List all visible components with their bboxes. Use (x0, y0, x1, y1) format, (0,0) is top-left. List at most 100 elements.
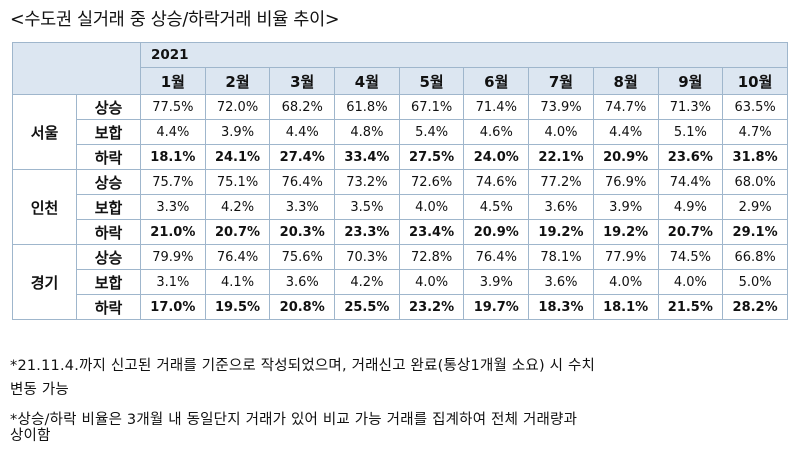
value-cell: 63.5% (722, 94, 788, 120)
region-label: 인천 (12, 169, 77, 245)
value-cell: 77.2% (528, 169, 594, 195)
value-cell: 20.7% (657, 219, 724, 245)
value-cell: 72.0% (204, 94, 271, 120)
value-cell: 61.8% (334, 94, 400, 120)
value-cell: 71.4% (463, 94, 530, 120)
value-cell: 75.7% (140, 169, 206, 195)
month-header-10: 10월 (722, 67, 788, 95)
value-cell: 3.9% (204, 119, 271, 145)
month-header-row: 1월 2월 3월 4월 5월 6월 7월 8월 9월 10월 (13, 67, 788, 95)
value-cell: 4.0% (528, 119, 594, 145)
value-cell: 5.4% (398, 119, 465, 145)
row-type-label: 보합 (76, 269, 141, 295)
value-cell: 19.5% (204, 294, 271, 320)
value-cell: 4.0% (398, 269, 465, 295)
value-cell: 76.4% (204, 244, 271, 270)
ratio-table: 2021 1월 2월 3월 4월 5월 6월 7월 8월 9월 10월 서울 상승 77.5% 72.0… (12, 42, 788, 320)
value-cell: 27.4% (269, 144, 336, 170)
value-cell: 74.7% (592, 94, 659, 120)
value-cell: 75.1% (204, 169, 271, 195)
row-type-label: 상승 (76, 169, 141, 195)
row-type-label: 하락 (76, 144, 141, 170)
table-row: 보합 4.4% 3.9% 4.4% 4.8% 5.4% 4.6% 4.0% 4.4% 5.1% 4.… (13, 119, 788, 145)
month-header-3: 3월 (269, 67, 336, 95)
header-corner-cell (12, 42, 141, 95)
value-cell: 19.7% (463, 294, 530, 320)
value-cell: 24.0% (463, 144, 530, 170)
value-cell: 4.0% (592, 269, 659, 295)
value-cell: 2.9% (722, 194, 788, 220)
value-cell: 79.9% (140, 244, 206, 270)
row-type-label: 하락 (76, 294, 141, 320)
value-cell: 23.2% (398, 294, 465, 320)
value-cell: 74.6% (463, 169, 530, 195)
value-cell: 77.5% (140, 94, 206, 120)
value-cell: 4.4% (269, 119, 336, 145)
value-cell: 31.8% (722, 144, 788, 170)
note-line-3: *상승/하락 비율은 3개월 내 동일단지 거래가 있어 비교 가능 거래를 집… (10, 412, 578, 428)
value-cell: 66.8% (722, 244, 788, 270)
value-cell: 3.1% (140, 269, 206, 295)
month-header-4: 4월 (334, 67, 400, 95)
value-cell: 77.9% (592, 244, 659, 270)
value-cell: 4.6% (463, 119, 530, 145)
value-cell: 3.5% (334, 194, 400, 220)
month-header-8: 8월 (592, 67, 659, 95)
year-header: 2021 (140, 42, 788, 68)
value-cell: 71.3% (657, 94, 724, 120)
value-cell: 22.1% (528, 144, 594, 170)
value-cell: 72.6% (398, 169, 465, 195)
value-cell: 75.6% (269, 244, 336, 270)
value-cell: 20.9% (592, 144, 659, 170)
row-type-label: 상승 (76, 244, 141, 270)
value-cell: 4.0% (398, 194, 465, 220)
value-cell: 4.1% (204, 269, 271, 295)
value-cell: 20.9% (463, 219, 530, 245)
value-cell: 72.8% (398, 244, 465, 270)
month-header-5: 5월 (398, 67, 465, 95)
value-cell: 18.3% (528, 294, 594, 320)
value-cell: 18.1% (140, 144, 206, 170)
month-header-1: 1월 (140, 67, 206, 95)
value-cell: 4.2% (334, 269, 400, 295)
value-cell: 17.0% (140, 294, 206, 320)
value-cell: 3.6% (269, 269, 336, 295)
table-row: 인천 상승 75.7% 75.1% 76.4% 73.2% 72.6% 74.6% 77.2% 7… (12, 169, 788, 245)
value-cell: 76.4% (269, 169, 336, 195)
region-label: 서울 (12, 94, 77, 170)
table-row: 하락 17.0% 19.5% 20.8% 25.5% 23.2% 19.7% 18.3% 18.… (13, 294, 788, 320)
table-row: 하락 18.1% 24.1% 27.4% 33.4% 27.5% 24.0% 22.1% 20.… (13, 144, 788, 170)
value-cell: 28.2% (722, 294, 788, 320)
ratio-table-body: 2021 1월 2월 3월 4월 5월 6월 7월 8월 9월 10월 서울 상승 77.5% 72.0… (12, 42, 788, 320)
value-cell: 70.3% (334, 244, 400, 270)
value-cell: 4.2% (204, 194, 271, 220)
value-cell: 3.9% (463, 269, 530, 295)
value-cell: 4.7% (722, 119, 788, 145)
value-cell: 21.5% (657, 294, 724, 320)
value-cell: 4.4% (140, 119, 206, 145)
value-cell: 3.3% (140, 194, 206, 220)
value-cell: 74.4% (657, 169, 724, 195)
month-header-6: 6월 (463, 67, 530, 95)
row-type-label: 상승 (76, 94, 141, 120)
value-cell: 5.0% (722, 269, 788, 295)
value-cell: 29.1% (722, 219, 788, 245)
table-row: 서울 상승 77.5% 72.0% 68.2% 61.8% 67.1% 71.4% 73.9% 7… (12, 94, 788, 170)
value-cell: 73.2% (334, 169, 400, 195)
table-row: 보합 3.1% 4.1% 3.6% 4.2% 4.0% 3.9% 3.6% 4.0% 4.0% 5.… (13, 269, 788, 295)
value-cell: 5.1% (657, 119, 724, 145)
value-cell: 68.0% (722, 169, 788, 195)
value-cell: 3.3% (269, 194, 336, 220)
table-row: 하락 21.0% 20.7% 20.3% 23.3% 23.4% 20.9% 19.2% 19.… (13, 219, 788, 245)
value-cell: 18.1% (592, 294, 659, 320)
year-header-row: 2021 (12, 42, 788, 95)
region-label: 경기 (12, 244, 77, 320)
value-cell: 78.1% (528, 244, 594, 270)
month-header-7: 7월 (528, 67, 594, 95)
value-cell: 4.0% (657, 269, 724, 295)
value-cell: 68.2% (269, 94, 336, 120)
value-cell: 67.1% (398, 94, 465, 120)
value-cell: 3.9% (592, 194, 659, 220)
month-header-9: 9월 (657, 67, 724, 95)
value-cell: 23.4% (398, 219, 465, 245)
